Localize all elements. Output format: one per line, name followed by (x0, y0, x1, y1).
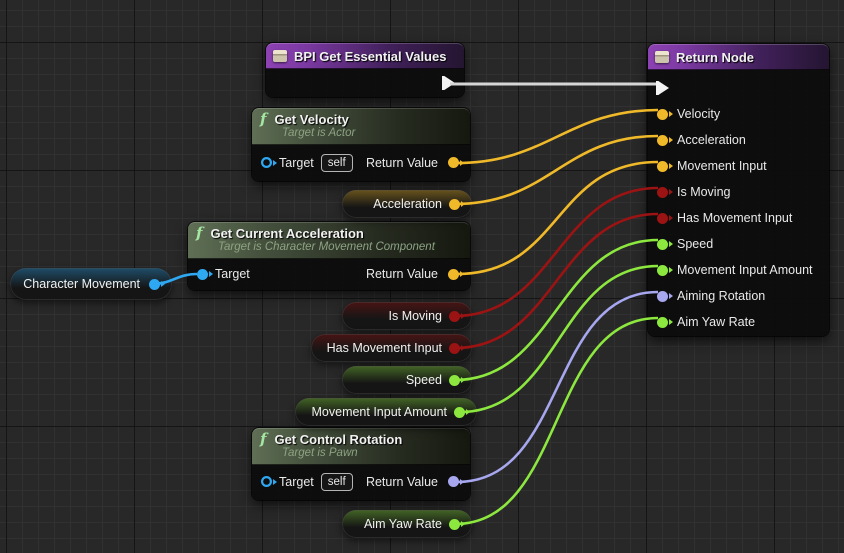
speed-input-pin[interactable] (657, 238, 673, 250)
exec-input-pin[interactable] (656, 81, 669, 95)
exec-input-row (648, 75, 829, 101)
var-label: Aim Yaw Rate (363, 517, 442, 531)
movement-input-amount-input-pin[interactable] (657, 264, 673, 276)
return-value-label: Return Value (365, 474, 438, 489)
function-icon: f (260, 110, 267, 128)
acceleration-wire[interactable] (454, 134, 659, 206)
node-return-node[interactable]: Return Node Velocity Acceleration Moveme… (648, 44, 829, 336)
velocity-wire[interactable] (456, 108, 659, 165)
aim-yaw-rate-wire[interactable] (454, 316, 659, 526)
node-subtitle: Target is Actor (282, 127, 356, 139)
function-icon: f (196, 224, 203, 242)
var-label: Movement Input Amount (311, 405, 448, 419)
return-pin-row: Movement Input Amount (648, 257, 829, 283)
node-title: Get Control Rotation (274, 432, 403, 447)
node-title: Get Current Acceleration (210, 226, 364, 241)
node-title: Get Velocity (274, 112, 349, 127)
has-movement-input-input-pin[interactable] (657, 212, 673, 224)
aim-yaw-rate-output-pin[interactable] (449, 518, 465, 530)
return-value-pin[interactable] (448, 268, 464, 280)
target-label: Target (279, 474, 314, 489)
pin-label: Speed (677, 237, 714, 251)
return-pin-row: Velocity (648, 101, 829, 127)
return-pin-row: Speed (648, 231, 829, 257)
velocity-input-pin[interactable] (657, 108, 673, 120)
node-get-velocity[interactable]: f Get Velocity Target is Actor Target se… (252, 108, 470, 181)
speed-output-pin[interactable] (449, 374, 465, 386)
aim-yaw-rate-input-pin[interactable] (657, 316, 673, 328)
pin-label: Has Movement Input (677, 211, 793, 225)
pin-label: Movement Input (677, 159, 767, 173)
node-header: Return Node (648, 44, 829, 70)
aiming-rotation-input-pin[interactable] (657, 290, 673, 302)
is-moving-input-pin[interactable] (657, 186, 673, 198)
aiming-rotation-wire[interactable] (456, 290, 659, 484)
node-subtitle: Target is Character Movement Component (218, 241, 435, 253)
target-label: Target (215, 267, 250, 281)
return-pin-row: Is Moving (648, 179, 829, 205)
var-aim-yaw-rate[interactable]: Aim Yaw Rate (342, 510, 472, 538)
character-movement-output-pin[interactable] (149, 278, 165, 290)
pin-label: Movement Input Amount (677, 263, 813, 277)
movement-input-wire[interactable] (456, 160, 659, 276)
return-pin-row: Acceleration (648, 127, 829, 153)
return-value-pin[interactable] (448, 157, 464, 168)
acceleration-output-pin[interactable] (449, 198, 465, 210)
target-input-pin[interactable] (261, 157, 277, 168)
node-title: BPI Get Essential Values (294, 48, 447, 64)
node-header: f Get Current Acceleration Target is Cha… (188, 222, 470, 259)
var-label: Speed (405, 373, 442, 387)
return-pin-row: Has Movement Input (648, 205, 829, 231)
pin-label: Velocity (677, 107, 721, 121)
pin-label: Acceleration (677, 133, 746, 147)
var-label: Character Movement (23, 277, 140, 291)
target-input-pin[interactable] (197, 268, 213, 280)
node-header: BPI Get Essential Values (266, 43, 464, 69)
is-moving-output-pin[interactable] (449, 310, 465, 322)
return-pin-row: Aim Yaw Rate (648, 309, 829, 335)
node-header: f Get Control Rotation Target is Pawn (252, 428, 470, 465)
var-movement-input-amount[interactable]: Movement Input Amount (295, 398, 477, 426)
var-has-movement-input[interactable]: Has Movement Input (311, 334, 472, 362)
var-label: Has Movement Input (326, 341, 442, 355)
has-movement-input-wire[interactable] (454, 212, 659, 350)
var-is-moving[interactable]: Is Moving (342, 302, 472, 330)
has-movement-input-output-pin[interactable] (449, 342, 465, 354)
node-get-current-acceleration[interactable]: f Get Current Acceleration Target is Cha… (188, 222, 470, 290)
var-label: Is Moving (388, 309, 443, 323)
pin-label: Is Moving (677, 185, 731, 199)
pin-label: Aiming Rotation (677, 289, 766, 303)
var-character-movement[interactable]: Character Movement (10, 268, 172, 300)
node-get-control-rotation[interactable]: f Get Control Rotation Target is Pawn Ta… (252, 428, 470, 500)
var-acceleration[interactable]: Acceleration (342, 190, 472, 218)
self-default-input[interactable]: self (320, 153, 353, 172)
return-pin-row: Movement Input (648, 153, 829, 179)
return-value-label: Return Value (365, 155, 438, 170)
event-node-icon (273, 50, 287, 62)
target-input-pin[interactable] (261, 476, 277, 487)
is-moving-wire[interactable] (454, 186, 659, 318)
pin-label: Aim Yaw Rate (677, 315, 756, 329)
result-node-icon (655, 51, 669, 63)
node-subtitle: Target is Pawn (282, 447, 358, 459)
node-bpi-get-essential-values[interactable]: BPI Get Essential Values (266, 43, 464, 97)
var-speed[interactable]: Speed (342, 366, 472, 394)
node-title: Return Node (676, 49, 754, 65)
var-label: Acceleration (373, 197, 442, 211)
speed-wire[interactable] (454, 238, 659, 382)
acceleration-input-pin[interactable] (657, 134, 673, 146)
target-label: Target (279, 155, 314, 170)
return-value-pin[interactable] (448, 476, 464, 487)
movement-input-amount-output-pin[interactable] (454, 406, 470, 418)
return-value-label: Return Value (365, 267, 438, 281)
node-header: f Get Velocity Target is Actor (252, 108, 470, 145)
function-icon: f (260, 430, 267, 448)
movement-input-amount-wire[interactable] (459, 264, 659, 414)
return-pin-row: Aiming Rotation (648, 283, 829, 309)
self-default-input[interactable]: self (320, 472, 353, 491)
exec-output-pin[interactable] (442, 76, 455, 90)
movement-input-input-pin[interactable] (657, 160, 673, 172)
